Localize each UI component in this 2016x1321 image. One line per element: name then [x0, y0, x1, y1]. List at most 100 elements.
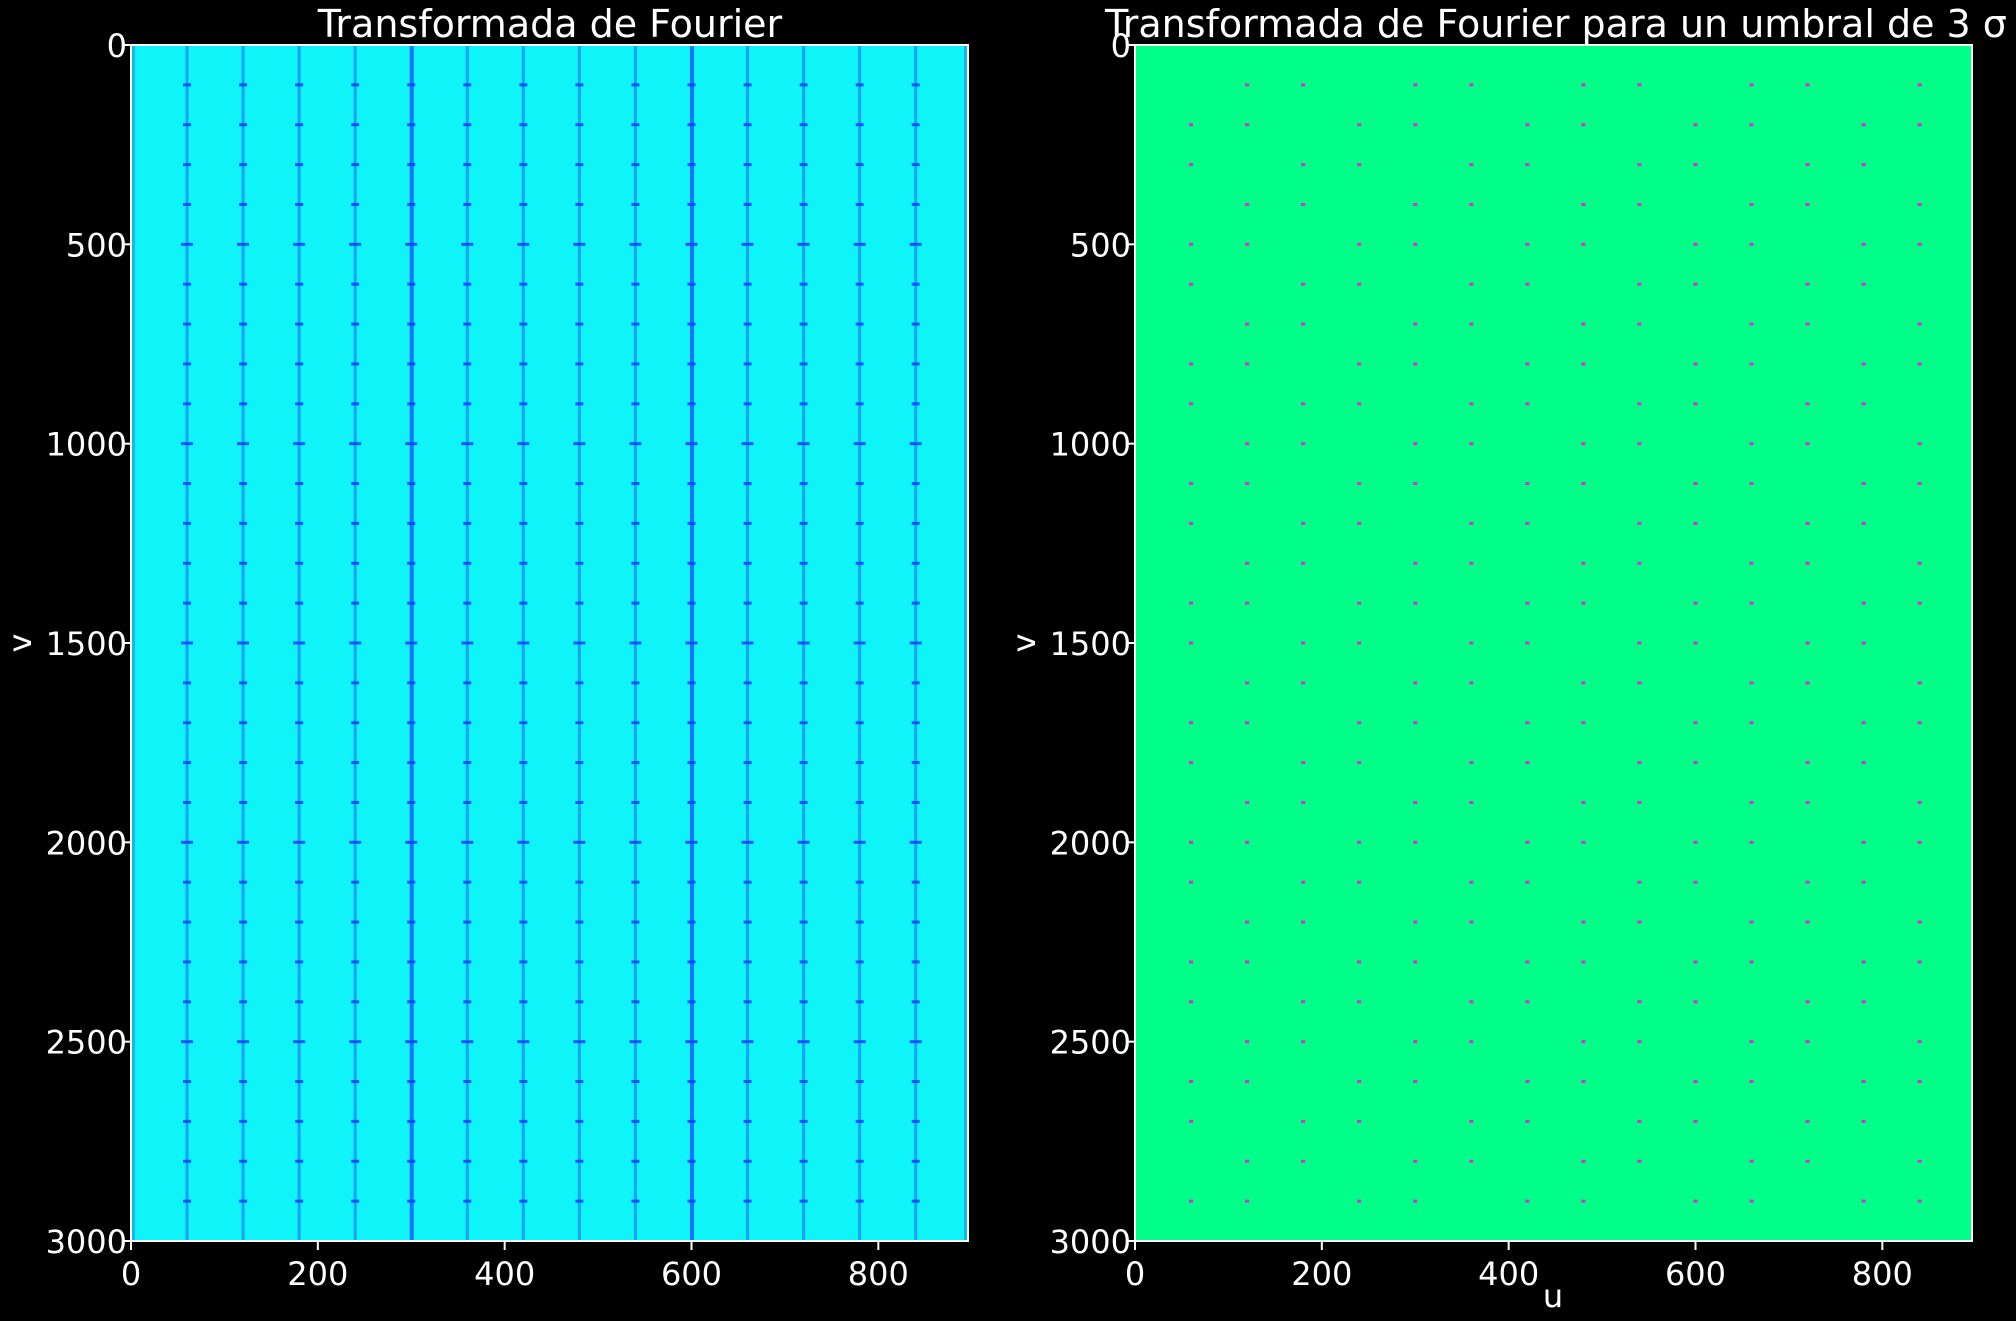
- fourier-peak-mark: [519, 521, 528, 525]
- fourier-peak-mark: [685, 242, 698, 246]
- threshold-peak-mark: [1693, 721, 1698, 725]
- fourier-peak-mark: [743, 761, 752, 765]
- fourier-peak-mark: [573, 641, 586, 645]
- fourier-peak-mark: [911, 561, 920, 565]
- threshold-peak-mark: [1917, 1080, 1922, 1084]
- threshold-peak-mark: [1301, 920, 1306, 924]
- fourier-peak-mark: [407, 123, 416, 127]
- fourier-peak-mark: [239, 681, 248, 685]
- fourier-peak-mark: [911, 960, 920, 964]
- fourier-peak-mark: [799, 322, 808, 326]
- fourier-peak-mark: [351, 561, 360, 565]
- fourier-peak-mark: [295, 1159, 304, 1163]
- threshold-peak-mark: [1301, 402, 1306, 406]
- fourier-peak-mark: [629, 1040, 642, 1044]
- fourier-peak-mark: [855, 202, 864, 206]
- threshold-peak-mark: [1525, 1080, 1530, 1084]
- fourier-peak-mark: [239, 282, 248, 286]
- fourier-peak-mark: [463, 322, 472, 326]
- threshold-peak-mark: [1413, 800, 1418, 804]
- threshold-peak-mark: [1245, 840, 1250, 844]
- fourier-peak-mark: [351, 202, 360, 206]
- fourier-peak-mark: [631, 202, 640, 206]
- threshold-peak-mark: [1413, 123, 1418, 127]
- fourier-peak-mark: [911, 322, 920, 326]
- threshold-peak-mark: [1301, 83, 1306, 87]
- fourier-peak-mark: [853, 840, 866, 844]
- fourier-peak-mark: [631, 482, 640, 486]
- fourier-peak-mark: [239, 362, 248, 366]
- fourier-peak-mark: [237, 840, 250, 844]
- threshold-peak-mark: [1525, 601, 1530, 605]
- threshold-peak-mark: [1749, 123, 1754, 127]
- fourier-peak-mark: [295, 362, 304, 366]
- fourier-peak-mark: [631, 561, 640, 565]
- y-tick-label: 1000: [1050, 426, 1131, 464]
- threshold-peak-mark: [1693, 242, 1698, 246]
- threshold-peak-mark: [1581, 840, 1586, 844]
- fourier-peak-mark: [351, 800, 360, 804]
- threshold-peak-mark: [1749, 681, 1754, 685]
- fourier-peak-mark: [799, 362, 808, 366]
- fourier-peak-mark: [911, 721, 920, 725]
- fourier-peak-mark: [687, 800, 696, 804]
- threshold-peak-mark: [1581, 123, 1586, 127]
- fourier-peak-mark: [631, 1159, 640, 1163]
- fourier-peak-mark: [687, 601, 696, 605]
- fourier-peak-mark: [407, 1159, 416, 1163]
- fourier-peak-mark: [799, 721, 808, 725]
- fourier-peak-mark: [407, 362, 416, 366]
- threshold-peak-mark: [1301, 442, 1306, 446]
- fourier-peak-mark: [687, 402, 696, 406]
- fourier-peak-mark: [575, 362, 584, 366]
- fourier-peak-mark: [183, 761, 192, 765]
- threshold-peak-mark: [1301, 1000, 1306, 1004]
- fourier-peak-mark: [183, 1159, 192, 1163]
- threshold-peak-mark: [1301, 202, 1306, 206]
- threshold-peak-mark: [1805, 1119, 1810, 1123]
- threshold-peak-mark: [1245, 920, 1250, 924]
- threshold-peak-mark: [1245, 1040, 1250, 1044]
- fourier-peak-mark: [295, 402, 304, 406]
- threshold-peak-mark: [1805, 761, 1810, 765]
- fourier-peak-mark: [295, 282, 304, 286]
- threshold-peak-mark: [1245, 362, 1250, 366]
- threshold-peak-mark: [1413, 681, 1418, 685]
- fourier-peak-mark: [575, 880, 584, 884]
- threshold-peak-mark: [1861, 641, 1866, 645]
- fourier-peak-mark: [295, 761, 304, 765]
- fourier-peak-mark: [575, 561, 584, 565]
- threshold-peak-mark: [1749, 1199, 1754, 1203]
- fourier-peak-mark: [743, 1119, 752, 1123]
- fourier-peak-mark: [575, 960, 584, 964]
- fourier-peak-mark: [351, 1119, 360, 1123]
- threshold-peak-mark: [1245, 242, 1250, 246]
- fourier-peak-mark: [631, 761, 640, 765]
- threshold-peak-mark: [1861, 601, 1866, 605]
- threshold-peak-mark: [1693, 960, 1698, 964]
- fourier-peak-mark: [799, 800, 808, 804]
- threshold-peak-mark: [1301, 880, 1306, 884]
- right-chart-title: Transformada de Fourier para un umbral d…: [1104, 2, 2007, 46]
- fourier-peak-mark: [239, 1199, 248, 1203]
- threshold-peak-mark: [1189, 521, 1194, 525]
- fourier-peak-mark: [687, 282, 696, 286]
- threshold-peak-mark: [1749, 1040, 1754, 1044]
- threshold-peak-mark: [1861, 1000, 1866, 1004]
- fourier-peak-mark: [743, 960, 752, 964]
- fourier-peak-mark: [631, 1119, 640, 1123]
- threshold-peak-mark: [1749, 920, 1754, 924]
- threshold-peak-mark: [1637, 402, 1642, 406]
- fourier-peak-mark: [911, 1119, 920, 1123]
- fourier-peak-mark: [293, 242, 306, 246]
- threshold-peak-mark: [1189, 362, 1194, 366]
- fourier-peak-mark: [519, 1000, 528, 1004]
- threshold-peak-mark: [1189, 960, 1194, 964]
- fourier-peak-mark: [295, 482, 304, 486]
- threshold-peak-mark: [1413, 242, 1418, 246]
- fourier-peak-mark: [855, 721, 864, 725]
- threshold-peak-mark: [1805, 1159, 1810, 1163]
- fourier-peak-mark: [463, 1080, 472, 1084]
- threshold-peak-mark: [1357, 362, 1362, 366]
- fourier-peak-mark: [407, 1000, 416, 1004]
